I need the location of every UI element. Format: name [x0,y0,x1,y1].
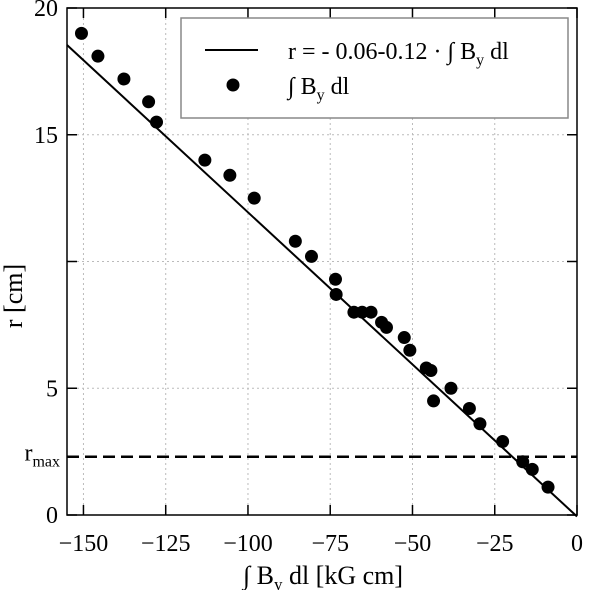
data-point [142,95,156,109]
legend: r = - 0.06-0.12 · ∫ By dl ∫ By dl [180,17,569,119]
x-tick-label: −50 [394,531,432,557]
axis-ticks: −150 −125 −100 −75 −50 −25 0 0 5 15 20 [34,0,583,557]
data-point [329,287,343,301]
data-point [247,191,261,205]
y-axis-label: r [cm] [0,264,28,328]
data-point [462,402,476,416]
legend-point-swatch [226,78,240,92]
data-point [288,234,302,248]
data-point [403,343,417,357]
x-tick-label: −125 [141,531,191,557]
y-tick-label: 15 [34,123,58,149]
legend-points-label: ∫ By dl [286,74,350,104]
data-point [355,305,369,319]
x-tick-label: −25 [476,531,514,557]
y-tick-label: 5 [46,376,58,402]
data-point [525,462,539,476]
data-point [223,168,237,182]
x-tick-label: 0 [571,531,583,557]
data-point [427,394,441,408]
data-point [91,49,105,63]
data-point [397,331,411,345]
data-point [117,72,131,86]
x-tick-label: −75 [311,531,349,557]
data-point [328,272,342,286]
rmax-text: rmax [24,441,60,471]
data-point [379,320,393,334]
data-point [149,115,163,129]
data-point [444,381,458,395]
data-point [424,364,438,378]
x-tick-label: −100 [223,531,273,557]
data-point [364,305,378,319]
data-point [304,249,318,263]
data-point [496,434,510,448]
x-axis-label: ∫ By dl [kG cm] [241,561,403,590]
data-point [516,455,530,469]
data-point [198,153,212,167]
data-points [74,26,555,494]
data-point [74,26,88,40]
y-tick-label: 0 [46,503,58,529]
data-point [541,480,555,494]
y-tick-label: 20 [34,0,58,22]
x-tick-label: −150 [59,531,109,557]
data-point [473,417,487,431]
rmax-label: rmax [24,441,60,471]
legend-line-label: r = - 0.06-0.12 · ∫ By dl [288,39,509,69]
legend-box [180,17,569,119]
